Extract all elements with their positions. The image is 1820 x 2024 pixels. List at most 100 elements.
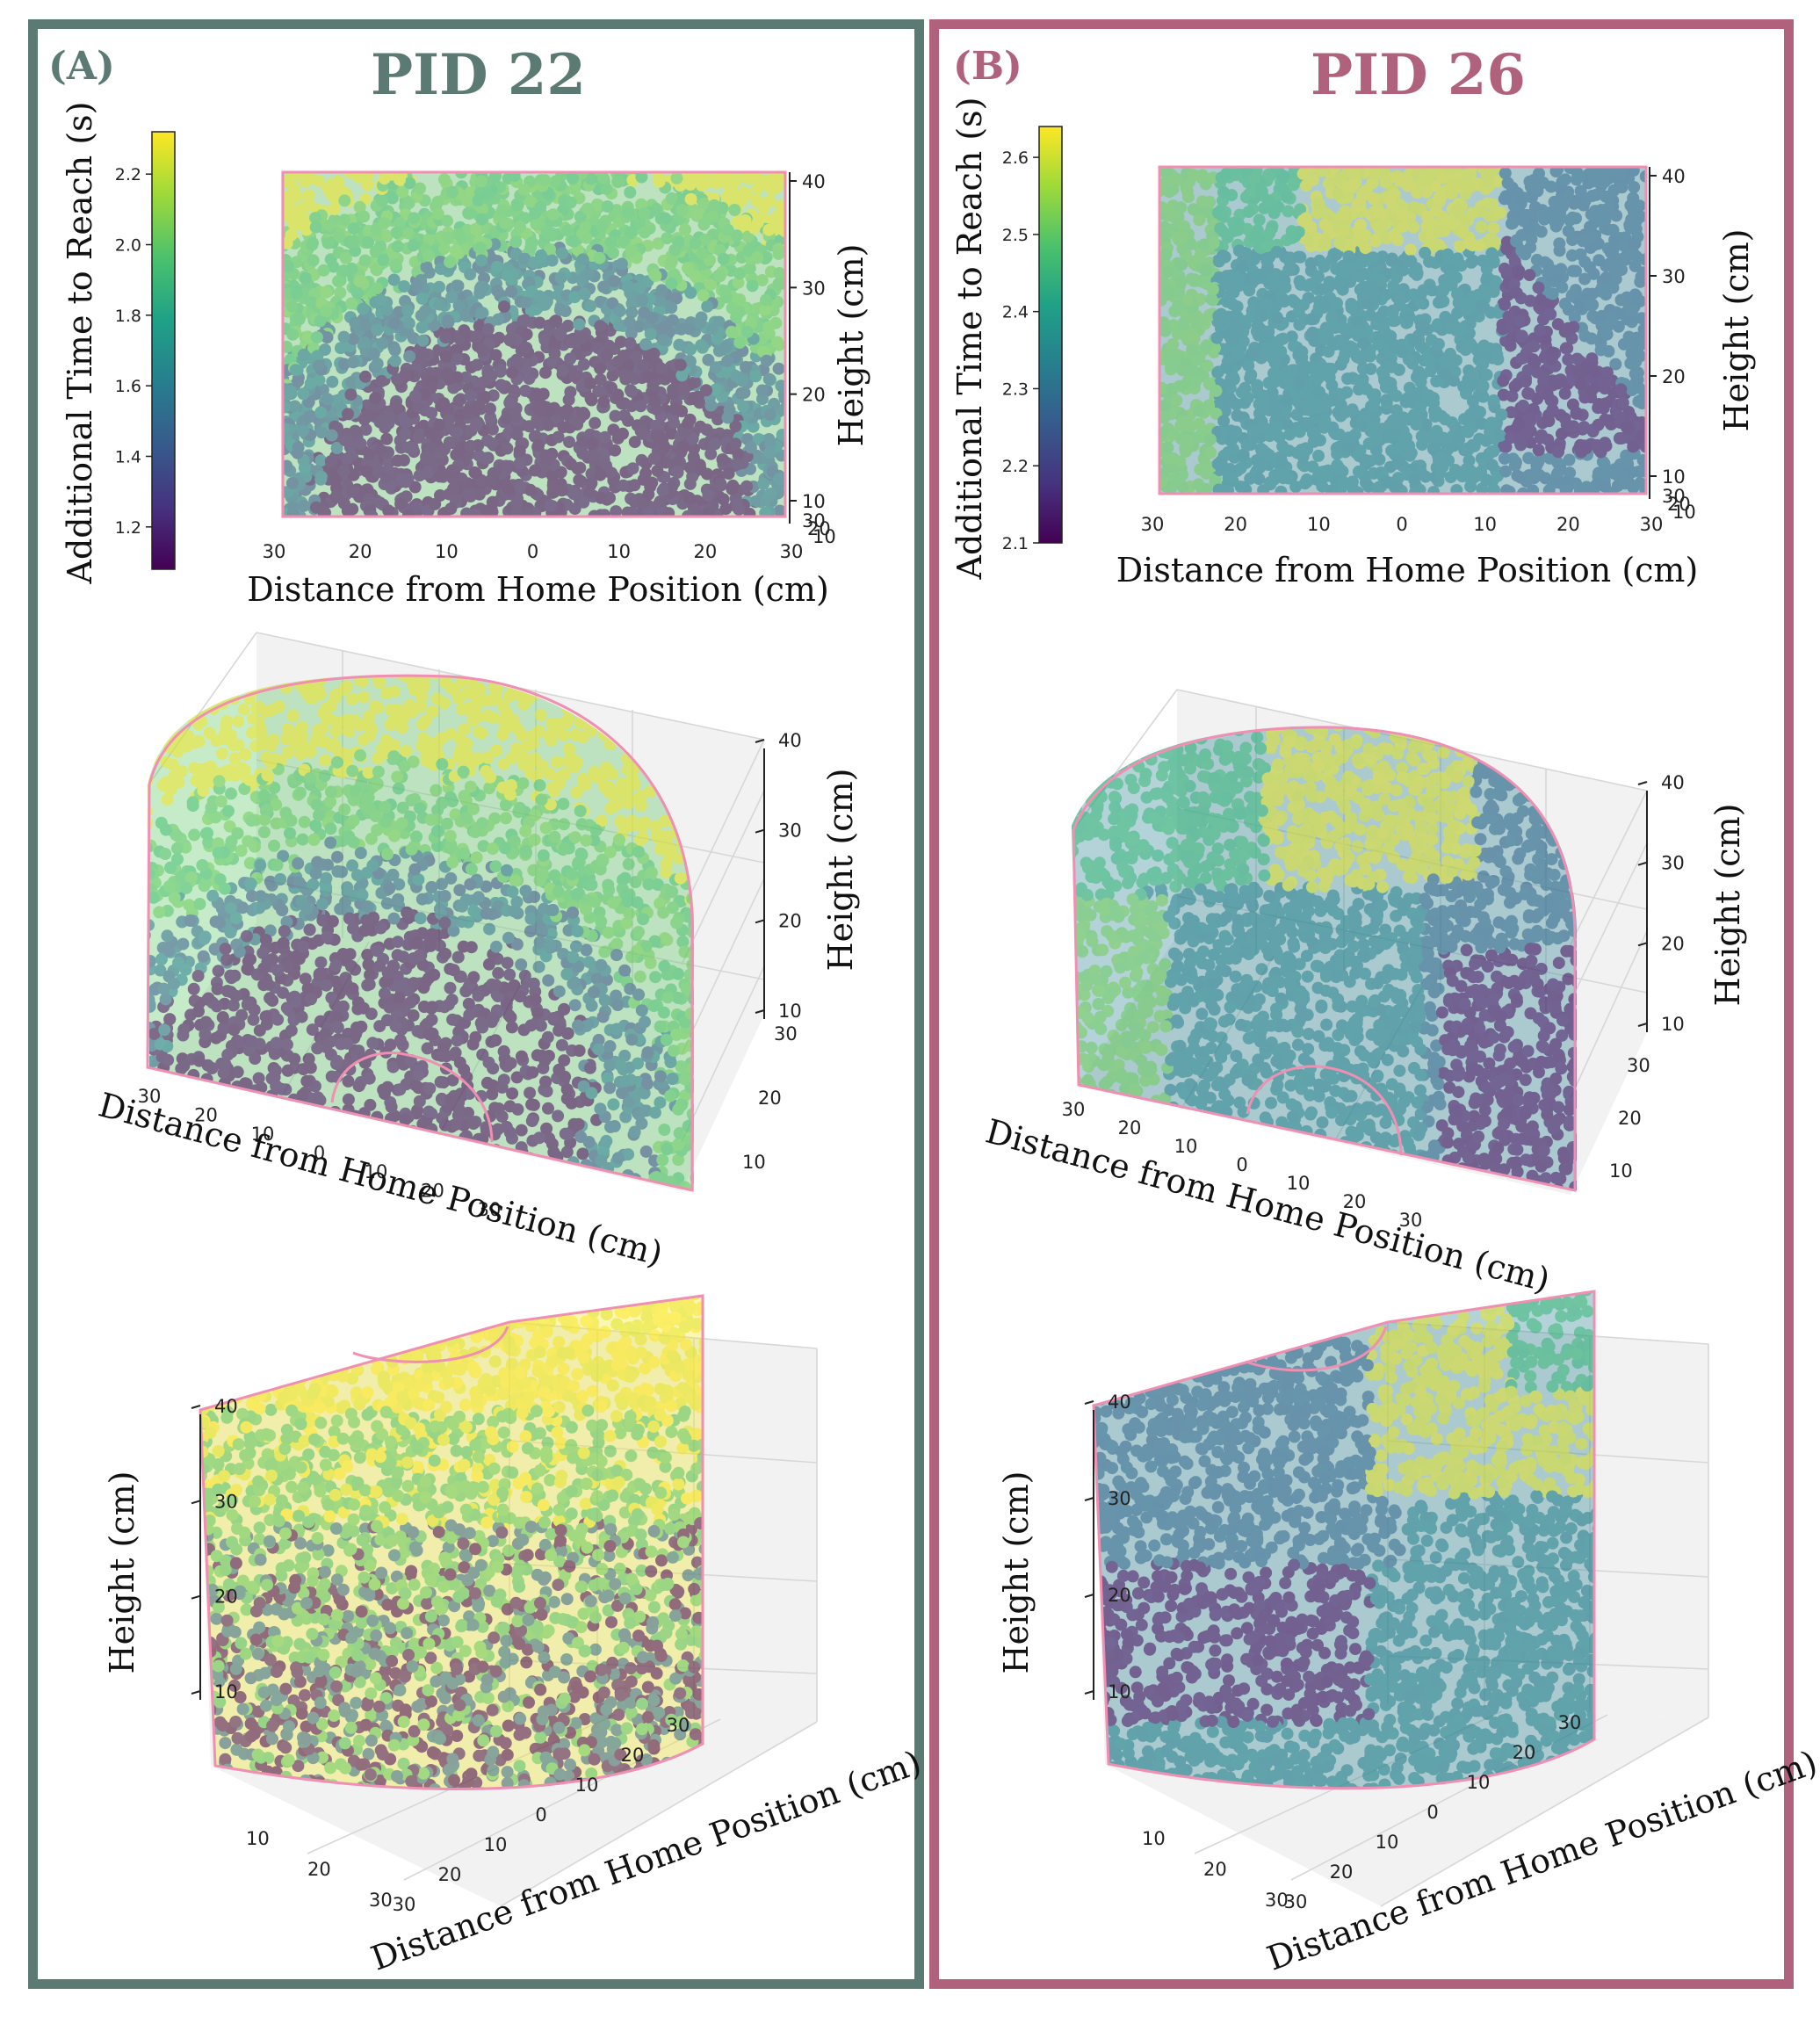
data-point xyxy=(701,174,714,187)
data-point xyxy=(1454,240,1467,253)
data-point xyxy=(658,321,671,334)
data-point xyxy=(637,473,650,486)
data-point xyxy=(1533,167,1545,180)
data-point xyxy=(447,482,460,495)
data-point xyxy=(1193,213,1206,227)
data-point xyxy=(1251,383,1264,396)
data-point xyxy=(730,229,743,242)
data-point xyxy=(361,178,374,192)
data-point xyxy=(382,504,395,517)
data-point xyxy=(659,212,672,225)
data-point xyxy=(721,177,734,191)
data-point xyxy=(1568,311,1581,324)
data-point xyxy=(573,473,586,487)
data-point xyxy=(347,332,360,345)
data-point xyxy=(740,480,754,493)
data-point xyxy=(702,506,715,517)
data-point xyxy=(726,482,739,495)
data-point xyxy=(610,505,623,517)
data-point xyxy=(1498,439,1511,452)
data-point xyxy=(495,379,508,392)
data-point xyxy=(760,354,773,367)
data-point xyxy=(510,428,524,441)
data-point xyxy=(1322,362,1335,375)
data-point xyxy=(470,329,483,343)
data-point xyxy=(713,270,726,283)
data-point xyxy=(1587,172,1600,185)
data-point xyxy=(1333,236,1346,249)
data-point xyxy=(1160,167,1173,177)
data-point xyxy=(533,316,546,329)
data-point xyxy=(1262,168,1275,181)
data-point xyxy=(513,457,526,470)
data-point xyxy=(290,286,303,300)
data-point xyxy=(1466,206,1479,220)
data-point xyxy=(539,449,552,462)
data-point xyxy=(670,292,683,305)
data-point xyxy=(400,475,412,488)
grid-line xyxy=(681,878,765,1055)
data-point xyxy=(433,470,446,483)
data-point xyxy=(503,334,516,347)
data-point xyxy=(1451,287,1464,300)
data-point xyxy=(1633,199,1646,213)
data-point xyxy=(285,386,298,399)
data-point xyxy=(1542,433,1555,446)
data-point xyxy=(705,322,719,336)
data-point xyxy=(342,408,354,421)
data-point xyxy=(416,334,430,347)
data-point xyxy=(564,196,577,209)
data-point xyxy=(370,246,382,258)
data-point xyxy=(334,286,347,300)
data-point xyxy=(415,321,429,334)
data-point xyxy=(1372,220,1385,234)
data-point xyxy=(672,235,685,249)
data-point xyxy=(568,183,581,196)
data-point xyxy=(690,208,704,221)
data-point xyxy=(1256,309,1269,322)
data-point xyxy=(524,241,538,254)
data-point xyxy=(339,251,352,264)
data-point xyxy=(743,262,756,275)
data-point xyxy=(728,204,741,216)
data-point xyxy=(1242,359,1255,372)
colorbar-tick-label: 1.6 xyxy=(115,377,141,396)
data-point xyxy=(567,235,580,248)
data-point xyxy=(1272,200,1285,213)
grid-line xyxy=(681,965,765,1143)
data-point xyxy=(618,409,631,422)
data-point xyxy=(1199,264,1212,277)
data-point xyxy=(714,479,727,492)
data-point xyxy=(1367,251,1380,264)
data-point xyxy=(371,282,384,295)
grid-line xyxy=(509,1659,818,1674)
data-point xyxy=(1159,426,1168,439)
data-point xyxy=(1559,342,1572,355)
data-point xyxy=(1237,335,1250,348)
data-point xyxy=(1578,272,1592,286)
data-point xyxy=(283,200,296,213)
data-point xyxy=(709,383,722,396)
data-point xyxy=(702,488,715,502)
data-point xyxy=(484,474,497,487)
colorbar-tick-label: 2.6 xyxy=(1002,148,1029,168)
data-point xyxy=(1187,255,1200,268)
data-point xyxy=(362,236,374,249)
data-point xyxy=(1335,210,1348,223)
data-point xyxy=(1553,237,1566,250)
data-point xyxy=(394,173,406,186)
data-point xyxy=(476,343,489,357)
data-point xyxy=(1491,353,1505,365)
data-point xyxy=(474,307,488,320)
panel-a-frame xyxy=(28,19,924,1989)
data-point xyxy=(1486,198,1499,211)
data-point xyxy=(1617,337,1630,351)
data-point xyxy=(1487,286,1500,299)
data-point xyxy=(746,279,759,293)
data-point xyxy=(565,336,578,349)
data-point xyxy=(491,260,503,273)
data-point xyxy=(465,389,477,402)
colorbar-a xyxy=(151,131,176,570)
data-point xyxy=(358,413,371,426)
data-point xyxy=(492,313,505,326)
